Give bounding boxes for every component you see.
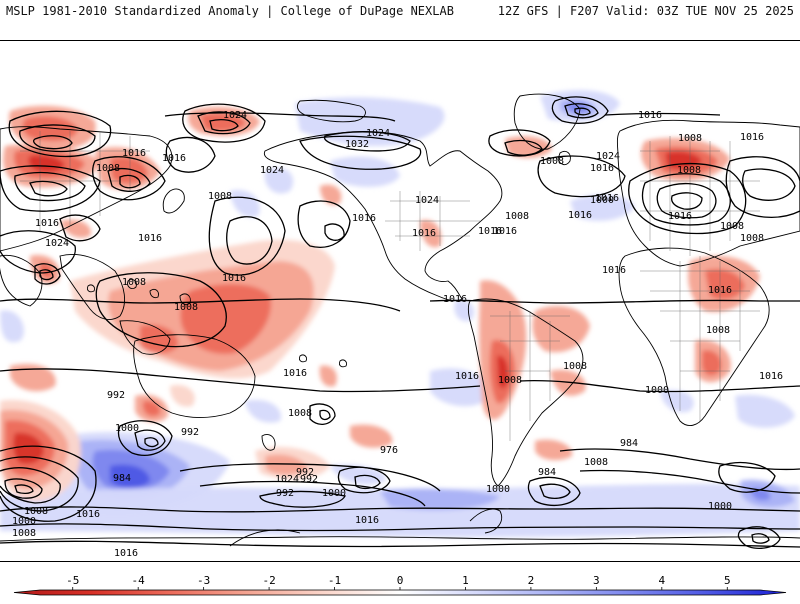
isobar-label: 1024 [596,151,620,162]
colorbar-ticks: -5 -4 -3 -2 -1 0 1 2 3 4 5 [66,574,731,590]
isobar-label: 1000 [590,195,614,206]
isobar-label: 1008 [122,277,146,288]
isobar-label: 1016 [122,148,146,159]
isobar-label: 1008 [12,528,36,539]
colorbar-ramp [13,589,787,596]
isobar-label: 1016 [595,193,619,204]
isobar-label: 1008 [288,408,312,419]
colorbar-tick-label: 4 [659,574,666,587]
isobar-label: 992 [276,488,294,499]
isobar-label: 1008 [563,361,587,372]
isobar-label: 1016 [76,509,100,520]
colorbar-tick-label: -3 [197,574,210,587]
isobar-label: 992 [181,427,199,438]
isobar-label: 1000 [115,423,139,434]
isobar-label: 1016 [138,233,162,244]
isobar-label: 984 [538,467,556,478]
colorbar-tick-label: -2 [262,574,275,587]
coastlines [0,93,800,547]
isobar-label: 1016 [568,210,592,221]
isobar-labels: 1024 1024 1016 1032 1016 1008 1024 1016 … [12,110,783,559]
isobar-label: 1016 [668,211,692,222]
isobar-label: 1008 [706,325,730,336]
isobar-label: 1000 [708,501,732,512]
isobar-label: 1000 [322,488,346,499]
colorbar-tick-label: 3 [593,574,600,587]
anomaly-map: 1024 1024 1016 1032 1016 1008 1024 1016 … [0,40,800,562]
isobar-label: 1016 [493,226,517,237]
isobar-label: 1008 [96,163,120,174]
isobar-label: 1016 [740,132,764,143]
isobar-label: 1016 [352,213,376,224]
colorbar-tick-label: -1 [328,574,341,587]
isobar-label: 1008 [174,302,198,313]
isobar-label: 1016 [355,515,379,526]
isobar-label: 1016 [455,371,479,382]
isobar-label: 1008 [540,156,564,167]
isobar-label: 1016 [602,265,626,276]
colorbar-tick-label: 1 [462,574,469,587]
isobar-label: 1016 [590,163,614,174]
isobar-label: 1016 [162,153,186,164]
isobar-label: 976 [380,445,398,456]
model-run-info: 12Z GFS | F207 Valid: 03Z TUE NOV 25 202… [497,4,794,18]
isobar-label: 992 [296,467,314,478]
colorbar-tick-label: 2 [528,574,535,587]
isobar-label: 1008 [584,457,608,468]
isobar-label: 1016 [478,226,502,237]
colorbar-tick-label: 5 [724,574,731,587]
isobar-label: 1016 [638,110,662,121]
isobar-label: 984 [620,438,638,449]
isobar-label: 1008 [740,233,764,244]
isobar-label: 1016 [759,371,783,382]
isobar-label: 984 [113,473,131,484]
isobar-label: 1008 [678,133,702,144]
colorbar: -5 -4 -3 -2 -1 0 1 2 3 4 5 [0,570,800,600]
isobar-label: 1024 [275,474,299,485]
isobar-label: 1008 [24,506,48,517]
isobar-label: 1024 [223,110,247,121]
isobar-label: 1008 [677,165,701,176]
isobar-label: 1008 [720,221,744,232]
isobar-label: 1008 [498,375,522,386]
isobar-contours [0,96,800,550]
isobar-label: 1000 [645,385,669,396]
isobar-label: 1024 [45,238,69,249]
colorbar-bar [13,589,787,596]
isobar-label: 1016 [283,368,307,379]
isobar-label: 1024 [415,195,439,206]
isobar-label: 1024 [260,165,284,176]
isobar-label: 1000 [12,516,36,527]
isobar-label: 1008 [505,211,529,222]
isobar-label: 1016 [708,285,732,296]
colorbar-tick-label: 0 [397,574,404,587]
map-title: MSLP 1981-2010 Standardized Anomaly | Co… [6,4,454,18]
isobar-label: 992 [300,474,318,485]
isobar-label: 1016 [35,218,59,229]
political-borders [20,131,760,441]
colorbar-tick-label: -4 [132,574,146,587]
isobar-label: 1016 [222,273,246,284]
isobar-label: 1000 [486,484,510,495]
isobar-label: 1016 [114,548,138,559]
isobar-label: 1032 [345,139,369,150]
isobar-label: 1024 [366,128,390,139]
isobar-label: 1008 [208,191,232,202]
isobar-label: 992 [107,390,125,401]
anomaly-shading [0,90,800,538]
colorbar-tick-label: -5 [66,574,79,587]
isobar-label: 1016 [412,228,436,239]
isobar-label: 1016 [443,294,467,305]
